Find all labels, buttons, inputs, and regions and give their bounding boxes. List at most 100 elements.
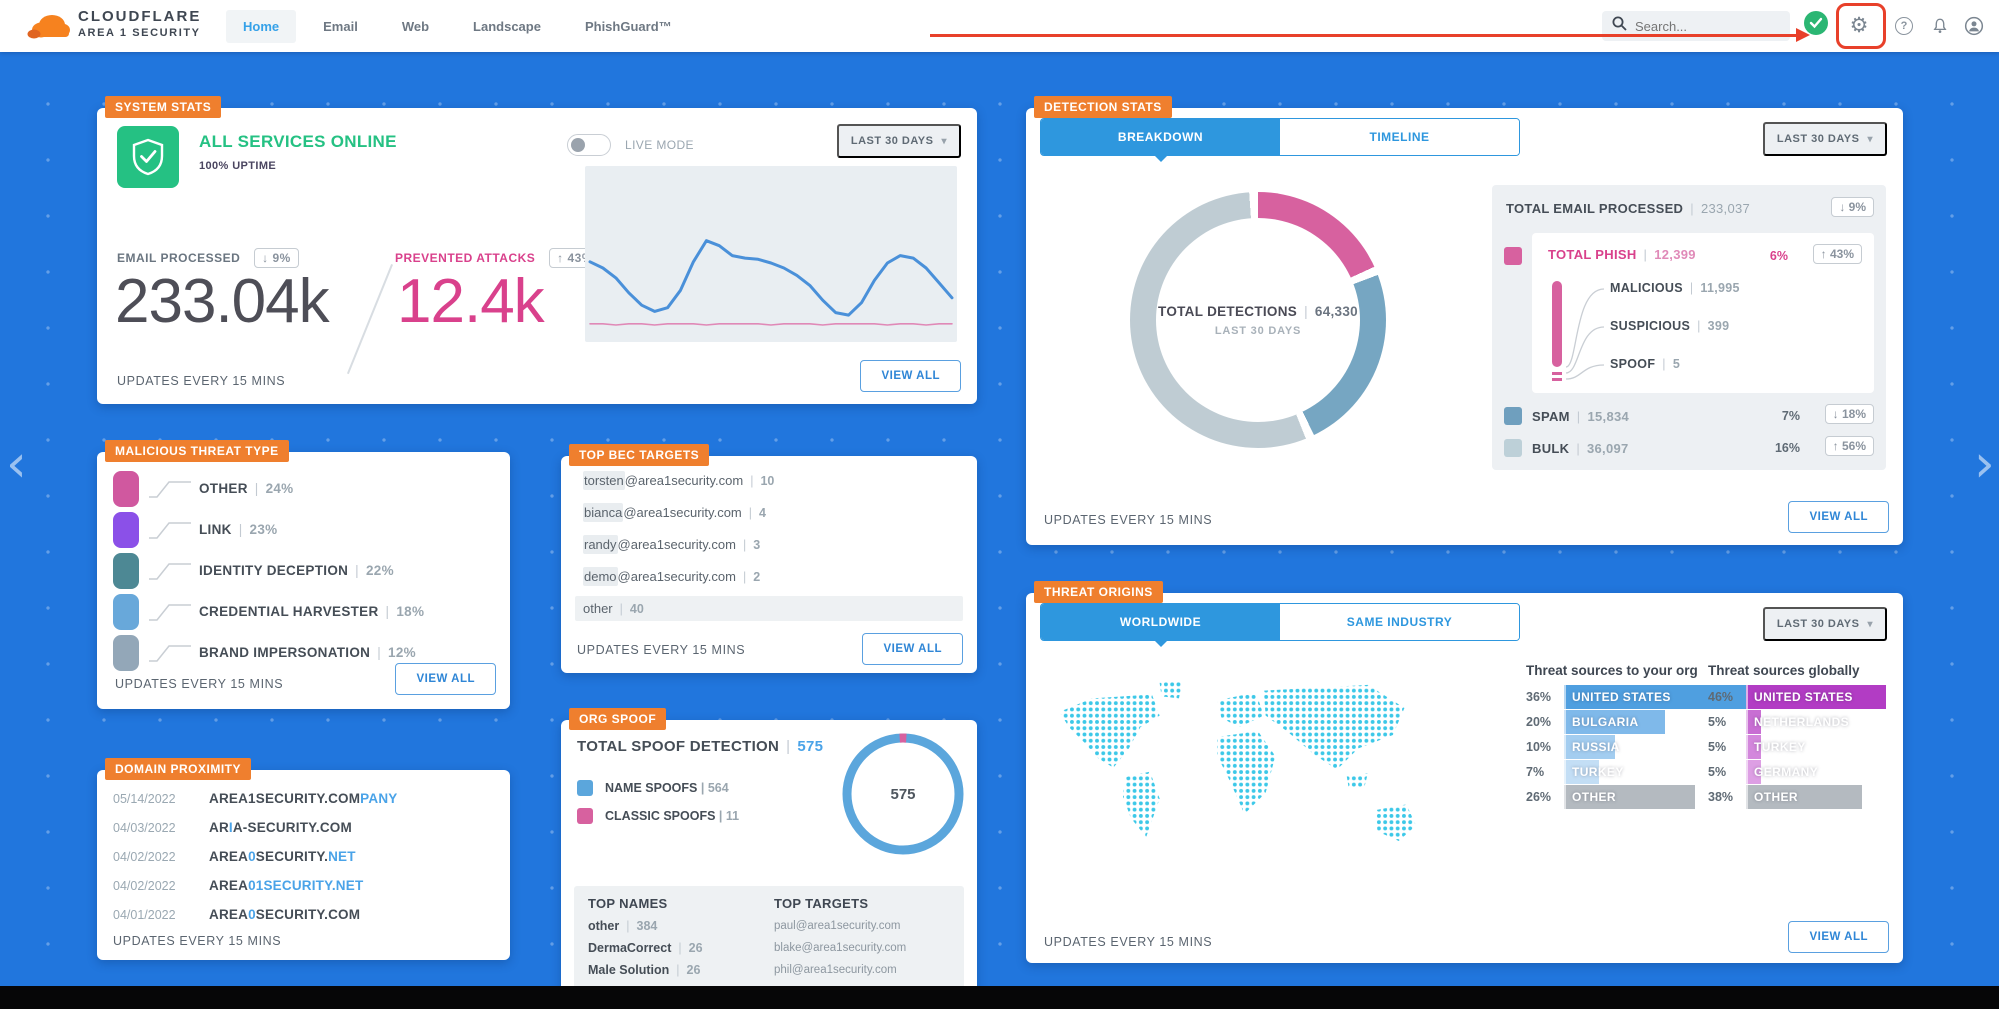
phish-sub-row-spoof: SPOOF | 5 (1610, 357, 1681, 371)
origin-country-label: RUSSIA (1572, 740, 1620, 754)
origin-pct: 5% (1708, 715, 1727, 729)
email-processed-value: 233.04k (115, 267, 330, 336)
domain-row[interactable]: 04/03/2022 ARIA-SECURITY.COM (113, 813, 397, 842)
card-tag: ORG SPOOF (569, 708, 667, 730)
updates-note: UPDATES EVERY 15 MINS (1044, 935, 1213, 949)
view-all-button[interactable]: VIEW ALL (1788, 501, 1889, 533)
chevron-down-icon: ▾ (1867, 619, 1873, 630)
brand-title: CLOUDFLARE (78, 8, 202, 25)
domain-list: 05/14/2022 AREA1SECURITY.COMPANY 04/03/202… (113, 784, 397, 929)
legend-swatch (113, 552, 139, 589)
bec-target-row[interactable]: randy@area1security.com | 3 (575, 532, 963, 557)
date-range-dropdown[interactable]: LAST 30 DAYS ▾ (1762, 607, 1887, 641)
origin-bar-row-netherlands: 5% NETHERLANDS (1708, 710, 1886, 734)
origin-country-label: UNITED STATES (1572, 690, 1671, 704)
domain-date: 04/02/2022 (113, 849, 176, 864)
card-tag: TOP BEC TARGETS (569, 444, 710, 466)
world-map (1044, 673, 1416, 906)
spam-legend-swatch (1504, 407, 1522, 425)
domain-proximity-card: DOMAIN PROXIMITY 05/14/2022 AREA1SECURITY… (97, 758, 510, 960)
domain-row[interactable]: 04/02/2022 AREA01SECURITY.NET (113, 871, 397, 900)
detections-donut-center: TOTAL DETECTIONS | 64,330 LAST 30 DAYS (1158, 303, 1358, 337)
spam-delta-badge: ↓ 18% (1824, 404, 1874, 424)
cloudflare-logo-icon (26, 10, 72, 47)
spoof-donut-svg (842, 733, 964, 855)
card-tag: MALICIOUS THREAT TYPE (105, 440, 289, 462)
nav-item-email[interactable]: Email (323, 18, 358, 34)
chevron-down-icon: ▾ (1867, 134, 1873, 145)
annotation-arrow-line (930, 34, 1798, 37)
date-range-dropdown[interactable]: LAST 30 DAYS ▾ (836, 124, 961, 158)
top-name-row: Male Solution | 26 (588, 963, 701, 977)
live-mode-toggle[interactable] (567, 134, 611, 156)
tab-same-industry[interactable]: SAME INDUSTRY (1280, 604, 1519, 640)
nav-item-home[interactable]: Home (226, 9, 297, 43)
domain-name: AREA1SECURITY.COMPANY (209, 791, 398, 806)
origin-bar-row-other: 38% OTHER (1708, 785, 1886, 809)
total-phish-row: TOTAL PHISH | 12,399 (1548, 247, 1696, 262)
domain-name: ARIA-SECURITY.COM (209, 820, 352, 835)
origin-bar: OTHER (1564, 785, 1696, 809)
domain-row[interactable]: 05/14/2022 AREA1SECURITY.COMPANY (113, 784, 397, 813)
nav-item-phishguard[interactable]: PhishGuard™ (584, 18, 672, 34)
threat-type-row-credential-harvester: CREDENTIAL HARVESTER | 18% (113, 591, 424, 632)
top-targets-header: TOP TARGETS (774, 896, 869, 911)
search-icon (1612, 16, 1627, 36)
bec-count: | 3 (742, 537, 761, 552)
notifications-bell-icon[interactable] (1928, 14, 1952, 38)
origin-bar-row-united-states: 36% UNITED STATES (1526, 685, 1746, 709)
brand: CLOUDFLARE AREA 1 SECURITY (78, 8, 201, 39)
origin-bar-row-turkey: 7% TURKEY (1526, 760, 1746, 784)
nav-item-web[interactable]: Web (401, 18, 430, 34)
tab-worldwide[interactable]: WORLDWIDE (1041, 604, 1280, 647)
search-input[interactable] (1635, 18, 1775, 34)
view-all-button[interactable]: VIEW ALL (860, 360, 961, 392)
help-icon[interactable]: ? (1892, 14, 1916, 38)
bec-email: torsten@area1security.com (583, 471, 744, 490)
updates-note: UPDATES EVERY 15 MINS (115, 677, 284, 691)
view-all-button[interactable]: VIEW ALL (862, 633, 963, 665)
threat-origins-card: THREAT ORIGINS WORLDWIDE SAME INDUSTRY LA… (1026, 581, 1903, 963)
bec-target-row[interactable]: other | 40 (575, 596, 963, 621)
total-email-processed-row: TOTAL EMAIL PROCESSED | 233,037 (1506, 201, 1751, 216)
top-name-row: other | 384 (588, 919, 658, 933)
annotation-highlight-box (1836, 3, 1886, 49)
nav-item-landscape[interactable]: Landscape (473, 18, 541, 34)
carousel-next-arrow[interactable]: › (1974, 434, 1995, 494)
domain-row[interactable]: 04/02/2022 AREA0SECURITY.NET (113, 842, 397, 871)
origin-bar: NETHERLANDS (1746, 710, 1849, 734)
domain-date: 04/03/2022 (113, 820, 176, 835)
bec-target-row[interactable]: bianca@area1security.com | 4 (575, 500, 963, 525)
bec-target-row[interactable]: torsten@area1security.com | 10 (575, 468, 963, 493)
top-name-row: DermaCorrect | 26 (588, 941, 703, 955)
origin-bar: UNITED STATES (1746, 685, 1886, 709)
view-all-button[interactable]: VIEW ALL (395, 663, 496, 695)
connector-line (147, 516, 193, 544)
origin-bar-row-russia: 10% RUSSIA (1526, 735, 1746, 759)
origin-bar-row-bulgaria: 20% BULGARIA (1526, 710, 1746, 734)
tab-breakdown[interactable]: BREAKDOWN (1041, 119, 1280, 162)
domain-row[interactable]: 04/01/2022 AREA0SECURITY.COM (113, 900, 397, 929)
detection-stats-card: DETECTION STATS BREAKDOWN TIMELINE LAST 3… (1026, 96, 1903, 545)
user-account-icon[interactable] (1962, 14, 1986, 38)
chevron-down-icon: ▾ (941, 136, 947, 147)
prevented-attacks-value: 12.4k (397, 267, 545, 336)
top-target-row: paul@area1security.com (774, 920, 901, 932)
legend-swatch (113, 470, 139, 507)
origin-country-label: OTHER (1572, 790, 1616, 804)
phish-percent: 6% (1769, 249, 1788, 263)
bec-target-row[interactable]: demo@area1security.com | 2 (575, 564, 963, 589)
bec-email: other (583, 601, 613, 616)
tab-timeline[interactable]: TIMELINE (1280, 119, 1519, 155)
settings-gear-icon[interactable]: ⚙ (1849, 14, 1869, 37)
view-all-button[interactable]: VIEW ALL (1788, 921, 1889, 953)
origin-bar-row-turkey: 5% TURKEY (1708, 735, 1886, 759)
threat-type-row-brand-impersonation: BRAND IMPERSONATION | 12% (113, 632, 424, 673)
carousel-prev-arrow[interactable]: ‹ (6, 434, 27, 494)
origin-bar-row-other: 26% OTHER (1526, 785, 1746, 809)
top-navbar: CLOUDFLARE AREA 1 SECURITY Home Email Web L… (0, 0, 1999, 52)
origin-bars-org: 36% UNITED STATES 20% BULGARIA 10% RUSSIA 7% TU… (1526, 685, 1746, 810)
card-tag: DETECTION STATS (1034, 96, 1172, 118)
tab-pointer (1153, 640, 1168, 647)
date-range-dropdown[interactable]: LAST 30 DAYS ▾ (1762, 122, 1887, 156)
